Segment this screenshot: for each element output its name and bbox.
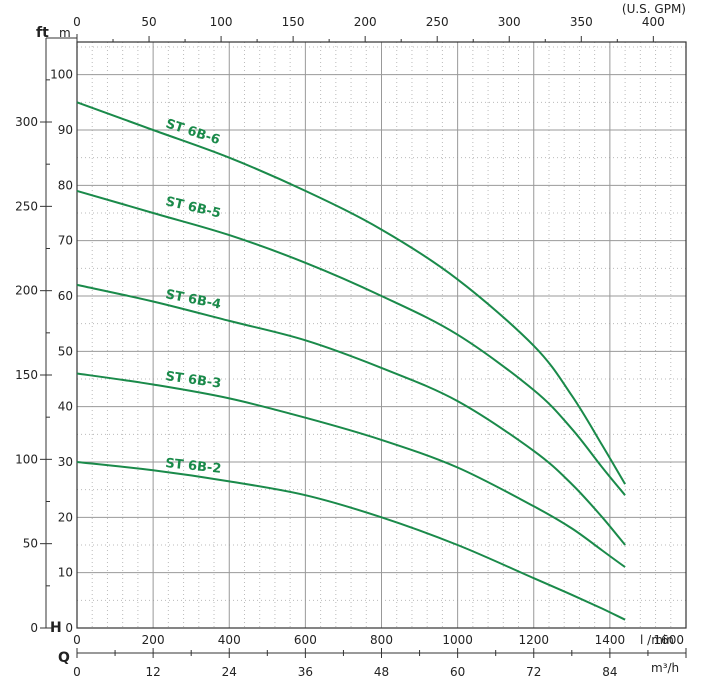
q-tick-label: 48 — [374, 665, 389, 679]
m-axis-unit: m — [59, 26, 71, 40]
y-tick-label-m: 80 — [58, 178, 73, 192]
curve-st-6b-2 — [76, 461, 626, 621]
y-tick-label-m: 40 — [58, 400, 73, 414]
q-tick-label: 0 — [73, 665, 81, 679]
q-tick-label: 84 — [602, 665, 617, 679]
ft-tick-label: 250 — [15, 199, 38, 213]
x-tick-label-lmin: 400 — [218, 633, 241, 647]
x-top-tick-label: 100 — [210, 15, 233, 29]
q-tick-label: 36 — [298, 665, 313, 679]
plot-frame — [76, 41, 687, 629]
x-top-tick-label: 350 — [570, 15, 593, 29]
x-tick-label-lmin: 800 — [370, 633, 393, 647]
top-axis-unit: (U.S. GPM) — [622, 2, 686, 16]
curve-st-6b-6 — [76, 101, 626, 485]
x-tick-label-lmin: 1000 — [442, 633, 473, 647]
q-tick-label: 72 — [526, 665, 541, 679]
q-tick-label: 60 — [450, 665, 465, 679]
y-tick-label-m: 30 — [58, 455, 73, 469]
curve-label-st-6b-2: ST 6B-2 — [165, 456, 222, 477]
x-top-tick-label: 250 — [426, 15, 449, 29]
x-tick-label-lmin: 1400 — [595, 633, 626, 647]
curve-st-6b-4 — [76, 283, 626, 546]
x-tick-label-lmin: 600 — [294, 633, 317, 647]
x-tick-label-lmin: 1200 — [518, 633, 549, 647]
q-tick-label: 12 — [145, 665, 160, 679]
x-tick-label-lmin: 0 — [73, 633, 81, 647]
ft-tick-label: 0 — [30, 621, 38, 635]
m3h-axis-unit: m³/h — [651, 661, 679, 675]
curve-st-6b-3 — [76, 372, 626, 568]
curve-st-6b-5 — [76, 189, 626, 496]
x-top-tick-label: 50 — [141, 15, 156, 29]
ft-axis-unit: ft — [36, 25, 49, 41]
h-axis-letter: H — [50, 620, 62, 636]
y-tick-label-m: 50 — [58, 344, 73, 358]
ft-tick-label: 300 — [15, 115, 38, 129]
q-axis-letter: Q — [58, 650, 70, 666]
y-tick-label-m: 20 — [58, 510, 73, 524]
x-top-tick-label: 300 — [498, 15, 521, 29]
x-top-tick-label: 200 — [354, 15, 377, 29]
y-tick-label-m: 90 — [58, 123, 73, 137]
ft-tick-label: 150 — [15, 368, 38, 382]
x-top-tick-label: 400 — [642, 15, 665, 29]
ft-tick-label: 50 — [23, 537, 38, 551]
x-tick-label-lmin: 200 — [142, 633, 165, 647]
x-tick-label-lmin: 1600 — [653, 633, 684, 647]
ft-tick-label: 100 — [15, 452, 38, 466]
ft-tick-label: 200 — [15, 284, 38, 298]
lmin-axis-unit: l /min — [640, 633, 674, 647]
y-tick-label-m: 100 — [50, 68, 73, 82]
q-tick-label: 24 — [222, 665, 237, 679]
y-tick-label-m: 70 — [58, 234, 73, 248]
curve-label-st-6b-5: ST 6B-5 — [164, 194, 222, 221]
y-tick-label-m: 10 — [58, 566, 73, 580]
x-top-tick-label: 150 — [282, 15, 305, 29]
y-tick-label-m: 0 — [65, 621, 73, 635]
y-tick-label-m: 60 — [58, 289, 73, 303]
curve-label-st-6b-4: ST 6B-4 — [164, 287, 222, 312]
x-top-tick-label: 0 — [73, 15, 81, 29]
